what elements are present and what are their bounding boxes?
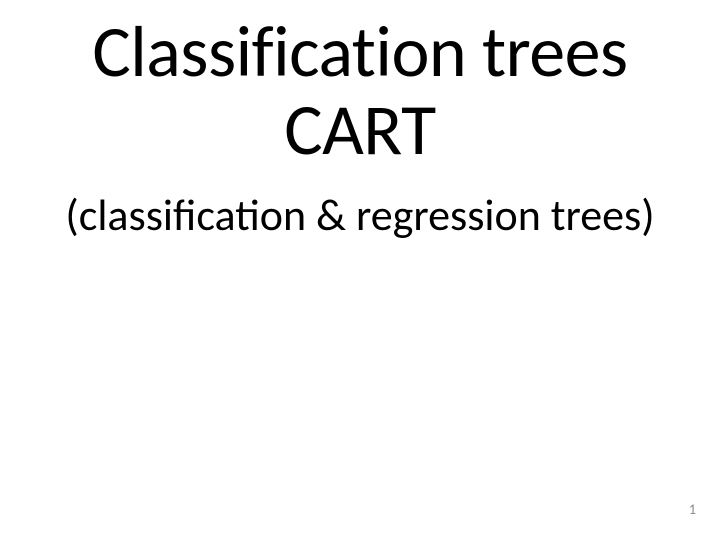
title-block: Classification trees CART bbox=[0, 14, 720, 170]
subtitle: (classification & regression trees) bbox=[0, 188, 720, 242]
slide: Classification trees CART (classificatio… bbox=[0, 0, 720, 540]
page-number: 1 bbox=[689, 501, 696, 518]
title-line-1: Classification trees bbox=[0, 14, 720, 92]
title-line-2: CART bbox=[0, 92, 720, 170]
